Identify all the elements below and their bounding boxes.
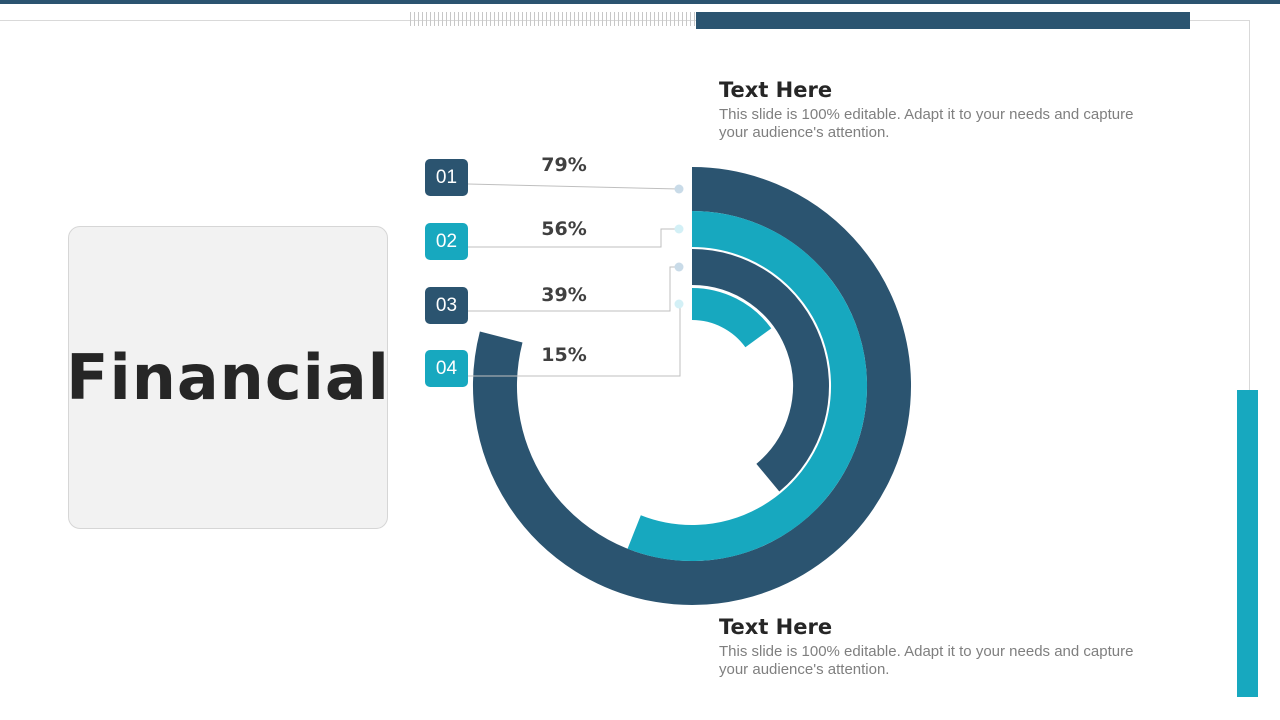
hatch-pattern <box>410 12 695 26</box>
value-label-02: 56% <box>541 218 587 240</box>
category-badge-04: 04 <box>425 350 468 387</box>
value-label-04: 15% <box>541 344 587 366</box>
frame-line-right <box>1249 20 1250 390</box>
connector-dot-03 <box>674 262 684 272</box>
category-badge-02: 02 <box>425 223 468 260</box>
top-band <box>696 12 1190 29</box>
radial-bar-02 <box>627 211 867 561</box>
callout-bottom: Text Here This slide is 100% editable. A… <box>719 615 1139 679</box>
callout-top-heading: Text Here <box>719 78 833 102</box>
callout-top: Text Here This slide is 100% editable. A… <box>719 78 1139 142</box>
connector-dot-01 <box>674 184 684 194</box>
value-label-01: 79% <box>541 154 587 176</box>
radial-bar-01 <box>473 167 911 605</box>
callout-top-body: This slide is 100% editable. Adapt it to… <box>719 106 1134 141</box>
callout-bottom-heading: Text Here <box>719 615 833 639</box>
connector-dot-02 <box>674 224 684 234</box>
connector-line-01 <box>467 183 680 190</box>
title-card: Financial <box>66 226 390 529</box>
side-band <box>1237 390 1258 697</box>
connector-line-02 <box>468 228 679 248</box>
value-label-03: 39% <box>541 284 587 306</box>
category-badge-03: 03 <box>425 287 468 324</box>
slide-title: Financial <box>66 341 390 414</box>
top-accent-bar <box>0 0 1280 4</box>
radial-bar-03 <box>691 249 829 492</box>
category-badge-01: 01 <box>425 159 468 196</box>
callout-bottom-body: This slide is 100% editable. Adapt it to… <box>719 643 1134 678</box>
connector-dot-04 <box>674 299 684 309</box>
radial-bar-04 <box>691 288 772 348</box>
